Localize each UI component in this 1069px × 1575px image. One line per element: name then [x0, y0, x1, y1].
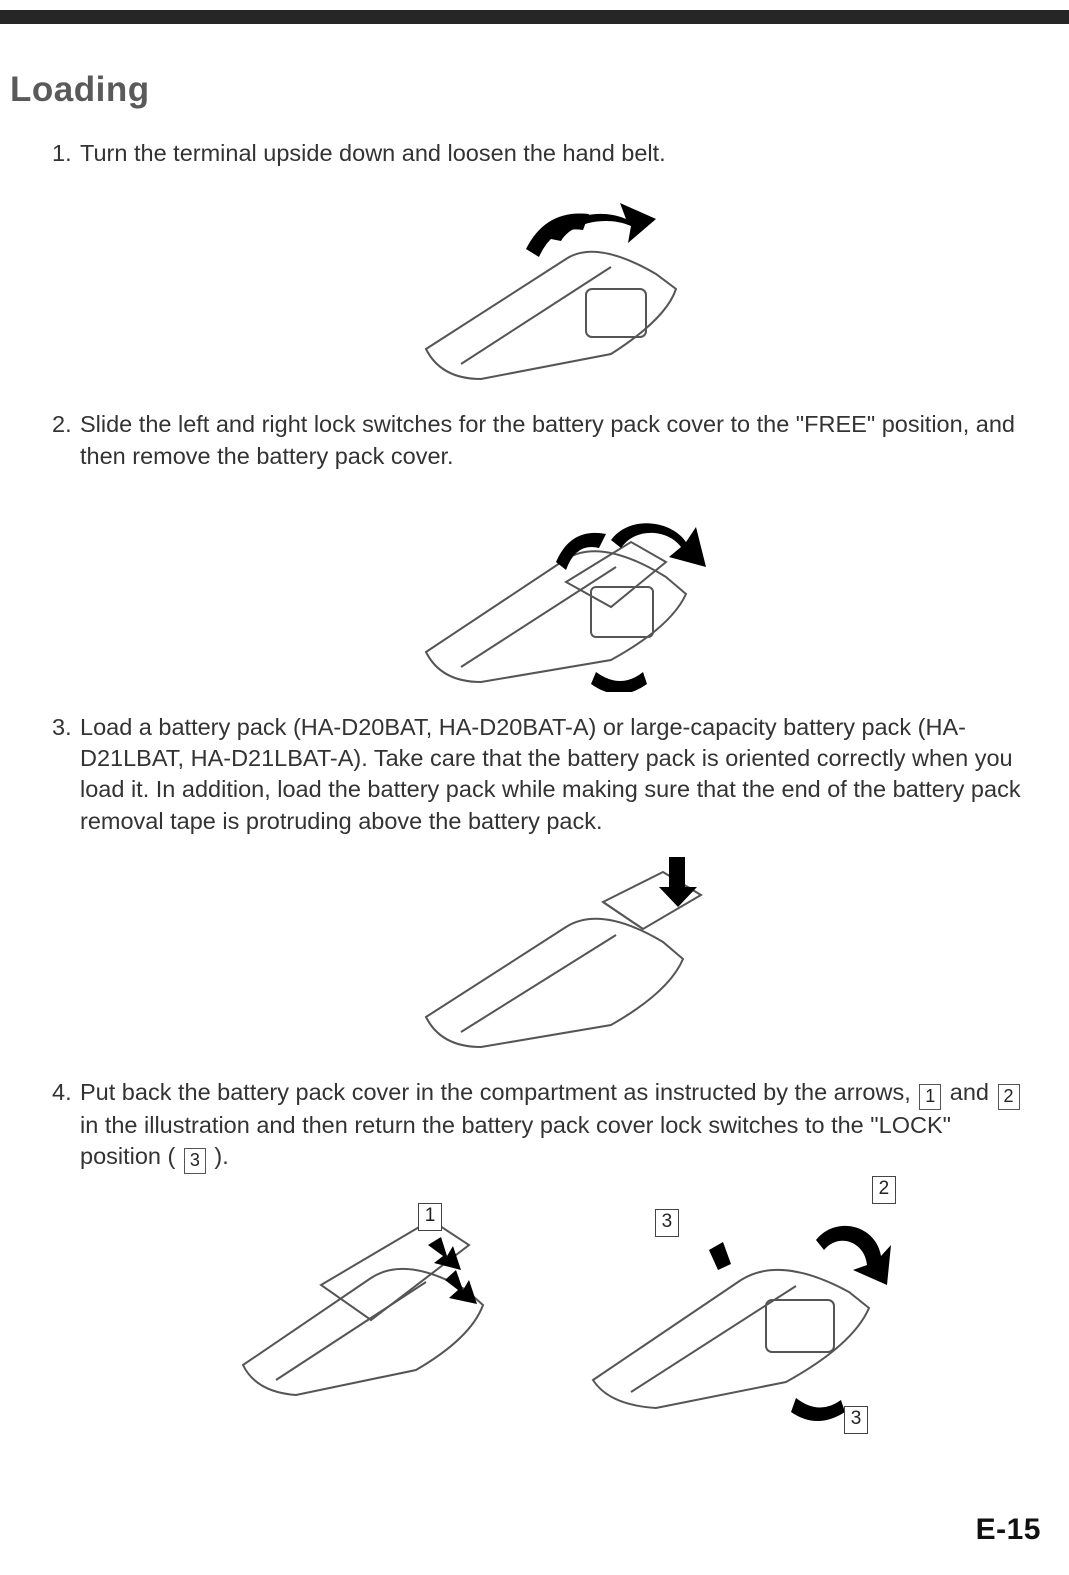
figure-4b-label-2: 2 [872, 1176, 896, 1204]
figure-4b-label-3b: 3 [844, 1406, 868, 1434]
figure-4a-label-1: 1 [418, 1203, 442, 1231]
step-2: Slide the left and right lock switches f… [80, 409, 1041, 692]
figure-2 [411, 482, 711, 692]
step-1-text: Turn the terminal upside down and loosen… [80, 138, 1041, 169]
figure-1-row [80, 179, 1041, 389]
step-4-text: Put back the battery pack cover in the c… [80, 1077, 1041, 1174]
header-rule [0, 10, 1069, 24]
step-4-text-d: ). [214, 1143, 228, 1169]
step-4-text-c: in the illustration and then return the … [80, 1112, 951, 1169]
step-3: Load a battery pack (HA-D20BAT, HA-D20BA… [80, 712, 1041, 1057]
inline-box-1: 1 [919, 1084, 941, 1110]
step-1: Turn the terminal upside down and loosen… [80, 138, 1041, 389]
step-4-text-a: Put back the battery pack cover in the c… [80, 1079, 917, 1105]
page: Loading Turn the terminal upside down an… [0, 0, 1069, 1575]
figure-3 [411, 847, 711, 1057]
step-2-text: Slide the left and right lock switches f… [80, 409, 1041, 472]
section-title: Loading [10, 70, 1041, 110]
figure-4-row: 1 [80, 1190, 1041, 1430]
page-number: E-15 [976, 1513, 1041, 1547]
step-4: Put back the battery pack cover in the c… [80, 1077, 1041, 1430]
figure-4b: 3 2 3 [581, 1190, 891, 1430]
figure-3-row [80, 847, 1041, 1057]
figure-2-row [80, 482, 1041, 692]
figure-1 [411, 179, 711, 389]
steps-list: Turn the terminal upside down and loosen… [10, 138, 1041, 1430]
figure-4b-label-3a: 3 [655, 1209, 679, 1237]
step-4-text-b: and [950, 1079, 996, 1105]
inline-box-2: 2 [998, 1084, 1020, 1110]
inline-box-3: 3 [184, 1148, 206, 1174]
figure-4a: 1 [231, 1190, 511, 1410]
step-3-text: Load a battery pack (HA-D20BAT, HA-D20BA… [80, 712, 1041, 837]
